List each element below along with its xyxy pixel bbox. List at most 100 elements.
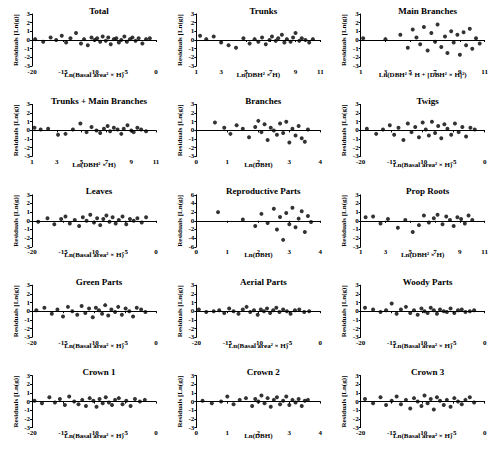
svg-text:Branches: Branches <box>245 96 281 106</box>
svg-text:2: 2 <box>27 199 31 207</box>
svg-text:2: 2 <box>355 290 359 298</box>
svg-text:1: 1 <box>355 299 359 307</box>
svg-text:9: 9 <box>458 248 462 256</box>
svg-text:Residuals [Ln(g)]: Residuals [Ln(g)] <box>176 376 184 428</box>
svg-text:0: 0 <box>355 398 359 406</box>
svg-text:-10: -10 <box>89 429 99 437</box>
svg-text:Residuals [Ln(g)]: Residuals [Ln(g)] <box>12 104 20 156</box>
svg-text:3: 3 <box>191 372 195 380</box>
svg-text:-5: -5 <box>122 429 128 437</box>
svg-text:0: 0 <box>319 339 323 347</box>
svg-text:3: 3 <box>191 10 195 18</box>
svg-text:-1: -1 <box>24 45 30 53</box>
svg-text:4: 4 <box>191 199 195 207</box>
svg-text:-4: -4 <box>188 234 194 242</box>
svg-text:Woody Parts: Woody Parts <box>403 277 453 287</box>
svg-text:-2: -2 <box>353 144 359 152</box>
svg-text:-1: -1 <box>353 406 359 414</box>
svg-text:0: 0 <box>355 36 359 44</box>
svg-text:-1: -1 <box>353 225 359 233</box>
svg-text:Residuals [Ln(g)]: Residuals [Ln(g)] <box>340 104 348 156</box>
svg-text:Residuals [Ln(g)]: Residuals [Ln(g)] <box>176 14 184 66</box>
svg-text:2: 2 <box>191 109 195 117</box>
svg-text:-1: -1 <box>188 316 194 324</box>
svg-text:1: 1 <box>191 389 195 397</box>
svg-text:-1: -1 <box>188 45 194 53</box>
svg-text:1: 1 <box>27 208 31 216</box>
svg-text:0: 0 <box>355 217 359 225</box>
svg-text:-15: -15 <box>58 248 68 256</box>
svg-text:0: 0 <box>154 339 158 347</box>
svg-text:1: 1 <box>226 429 230 437</box>
svg-text:-1: -1 <box>353 316 359 324</box>
svg-text:-5: -5 <box>122 68 128 76</box>
svg-text:3: 3 <box>355 372 359 380</box>
svg-text:-5: -5 <box>286 339 292 347</box>
svg-text:-1: -1 <box>353 135 359 143</box>
svg-text:1: 1 <box>27 299 31 307</box>
svg-text:5: 5 <box>244 68 248 76</box>
svg-text:1: 1 <box>355 118 359 126</box>
svg-text:0: 0 <box>27 36 31 44</box>
svg-text:-2: -2 <box>188 325 194 333</box>
svg-text:Crown 2: Crown 2 <box>247 367 281 377</box>
svg-text:-15: -15 <box>387 339 397 347</box>
svg-text:-2: -2 <box>188 53 194 61</box>
svg-text:1: 1 <box>359 248 363 256</box>
svg-text:2: 2 <box>355 380 359 388</box>
svg-text:3: 3 <box>27 372 31 380</box>
svg-text:11: 11 <box>481 68 488 76</box>
svg-text:0: 0 <box>195 248 199 256</box>
svg-text:0: 0 <box>27 398 31 406</box>
svg-text:Trunks + Main Branches: Trunks + Main Branches <box>51 96 148 106</box>
svg-text:-2: -2 <box>188 225 194 233</box>
svg-text:3: 3 <box>355 100 359 108</box>
svg-text:-1: -1 <box>353 45 359 53</box>
svg-text:Twigs: Twigs <box>416 96 439 106</box>
svg-text:2: 2 <box>257 248 261 256</box>
svg-text:Residuals [Ln(g)]: Residuals [Ln(g)] <box>340 14 348 66</box>
svg-text:1: 1 <box>27 389 31 397</box>
svg-text:3: 3 <box>288 429 292 437</box>
svg-text:5: 5 <box>409 248 413 256</box>
svg-text:-2: -2 <box>353 53 359 61</box>
svg-text:-2: -2 <box>188 415 194 423</box>
svg-text:0: 0 <box>191 217 195 225</box>
svg-text:-10: -10 <box>418 158 428 166</box>
svg-text:-10: -10 <box>418 429 428 437</box>
svg-text:Reproductive Parts: Reproductive Parts <box>226 186 301 196</box>
svg-text:7: 7 <box>433 68 437 76</box>
svg-text:-2: -2 <box>24 234 30 242</box>
svg-text:1: 1 <box>359 68 363 76</box>
svg-text:4: 4 <box>319 158 323 166</box>
svg-text:1: 1 <box>30 158 34 166</box>
svg-text:0: 0 <box>154 248 158 256</box>
svg-text:0: 0 <box>483 158 487 166</box>
svg-text:2: 2 <box>191 290 195 298</box>
svg-text:-5: -5 <box>451 429 457 437</box>
svg-text:Residuals [Ln(g)]: Residuals [Ln(g)] <box>340 285 348 337</box>
svg-text:0: 0 <box>195 429 199 437</box>
svg-text:Total: Total <box>89 6 109 16</box>
svg-text:2: 2 <box>27 109 31 117</box>
svg-text:9: 9 <box>458 68 462 76</box>
svg-text:2: 2 <box>257 158 261 166</box>
svg-text:2: 2 <box>27 380 31 388</box>
svg-text:3: 3 <box>355 281 359 289</box>
svg-text:-1: -1 <box>24 135 30 143</box>
svg-text:0: 0 <box>191 307 195 315</box>
svg-text:2: 2 <box>27 290 31 298</box>
svg-text:Prop Roots: Prop Roots <box>406 186 450 196</box>
svg-text:1: 1 <box>355 27 359 35</box>
svg-text:1: 1 <box>355 208 359 216</box>
svg-text:-2: -2 <box>188 144 194 152</box>
svg-text:-20: -20 <box>27 248 37 256</box>
svg-text:3: 3 <box>27 100 31 108</box>
svg-text:-15: -15 <box>58 429 68 437</box>
svg-text:-2: -2 <box>24 53 30 61</box>
svg-text:4: 4 <box>319 429 323 437</box>
svg-text:7: 7 <box>105 158 109 166</box>
svg-text:-20: -20 <box>356 429 366 437</box>
svg-text:5: 5 <box>80 158 84 166</box>
svg-text:1: 1 <box>195 68 199 76</box>
